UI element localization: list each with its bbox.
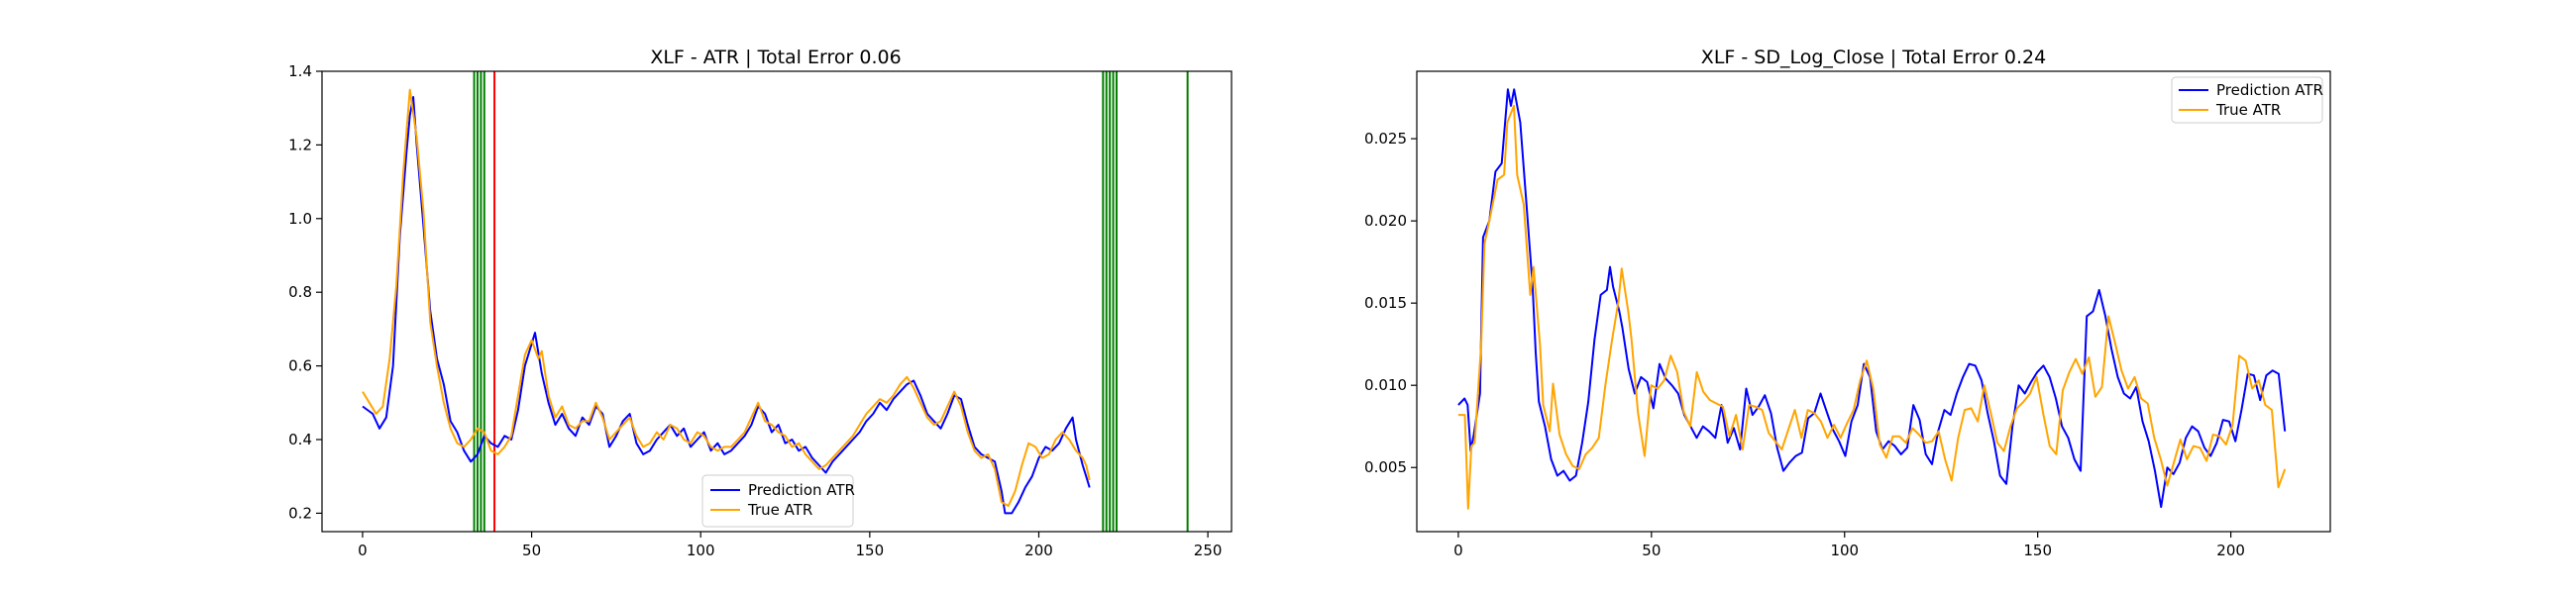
left-y-axis: 0.2 0.4 0.6 0.8 1.0 1.2 1.4 <box>288 62 322 522</box>
left-y-tick-label-3: 0.8 <box>288 283 312 301</box>
right-legend: Prediction ATR True ATR <box>2171 76 2323 124</box>
right-x-axis: 0 50 100 150 200 <box>1453 532 2245 559</box>
left-series-true-atr <box>362 88 1091 507</box>
left-x-tick-label-100: 100 <box>687 542 715 559</box>
left-x-tick-label-0: 0 <box>358 542 368 559</box>
left-plot-frame <box>321 70 1233 533</box>
right-y-tick-label-3: 0.020 <box>1364 212 1407 230</box>
left-chart-title: XLF - ATR | Total Error 0.06 <box>650 47 901 68</box>
right-legend-label-true: True ATR <box>2215 101 2281 119</box>
right-legend-label-prediction: Prediction ATR <box>2216 81 2323 99</box>
right-y-tick-label-2: 0.015 <box>1364 294 1407 312</box>
right-x-tick-label-150: 150 <box>2023 542 2052 559</box>
right-x-tick-label-0: 0 <box>1453 542 1463 559</box>
left-y-tick-label-4: 1.0 <box>288 210 312 228</box>
right-y-tick-label-1: 0.010 <box>1364 376 1407 394</box>
right-y-tick-label-4: 0.025 <box>1364 130 1407 148</box>
left-vertical-lines <box>473 71 1189 532</box>
right-chart-title: XLF - SD_Log_Close | Total Error 0.24 <box>1701 47 2046 68</box>
left-y-tick-label-5: 1.2 <box>288 136 312 153</box>
left-x-tick-label-200: 200 <box>1024 542 1053 559</box>
left-series-prediction-atr <box>362 96 1091 515</box>
right-x-tick-label-200: 200 <box>2216 542 2245 559</box>
left-x-axis: 0 50 100 150 200 250 <box>358 532 1222 559</box>
right-y-axis: 0.005 0.010 0.015 0.020 0.025 <box>1364 130 1417 476</box>
right-series-group <box>1457 88 2287 510</box>
left-y-tick-label-1: 0.4 <box>288 431 312 448</box>
right-y-tick-label-0: 0.005 <box>1364 458 1407 476</box>
left-y-tick-label-0: 0.2 <box>288 504 312 522</box>
left-legend: Prediction ATR True ATR <box>701 474 855 528</box>
right-chart: XLF - SD_Log_Close | Total Error 0.24 0 5… <box>1364 47 2331 559</box>
left-series-group <box>362 88 1091 515</box>
left-x-tick-label-250: 250 <box>1194 542 1223 559</box>
right-x-tick-label-100: 100 <box>1830 542 1859 559</box>
left-y-tick-label-6: 1.4 <box>288 62 312 80</box>
right-series-prediction-atr <box>1457 88 2287 509</box>
left-chart: XLF - ATR | Total Error 0.06 0 50 100 150 20… <box>288 47 1233 559</box>
left-x-tick-label-50: 50 <box>522 542 541 559</box>
right-series-true-atr <box>1457 104 2287 510</box>
left-legend-box <box>701 474 854 528</box>
right-plot-frame <box>1416 70 2331 533</box>
right-x-tick-label-50: 50 <box>1642 542 1661 559</box>
left-y-tick-label-2: 0.6 <box>288 357 312 375</box>
left-x-tick-label-150: 150 <box>856 542 885 559</box>
left-legend-label-prediction: Prediction ATR <box>748 481 855 499</box>
left-legend-label-true: True ATR <box>747 501 812 519</box>
right-legend-box <box>2171 76 2323 124</box>
